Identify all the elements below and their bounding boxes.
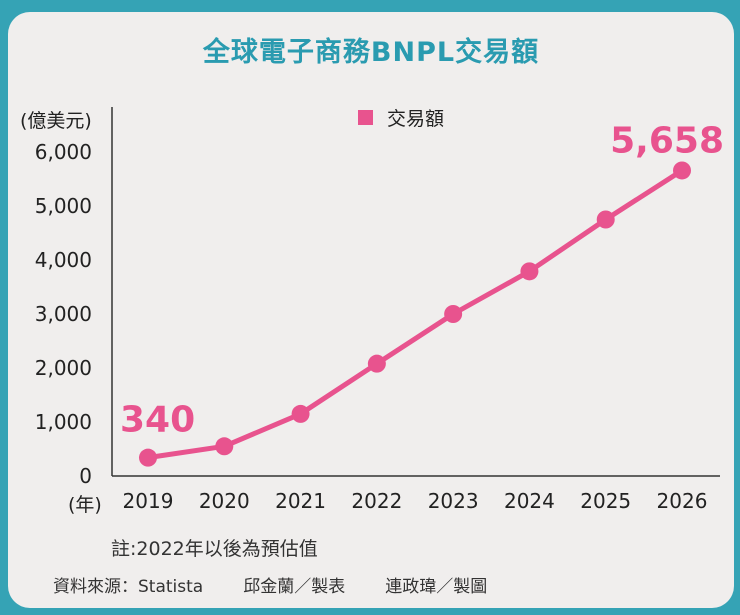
y-tick-label: 4,000	[35, 248, 92, 272]
y-ticks: 0 1,000 2,000 3,000 4,000 5,000 6,000	[35, 140, 92, 488]
y-tick-label: 0	[79, 464, 92, 488]
data-point	[444, 305, 463, 323]
x-tick-label: 2023	[428, 489, 479, 513]
x-ticks: 2019 2020 2021 2022 2023 2024 2025 2026	[123, 489, 708, 513]
legend-swatch	[358, 110, 373, 125]
data-label: 5,658	[610, 120, 724, 161]
annotations: 340 5,658	[120, 120, 724, 440]
data-label: 340	[120, 400, 195, 441]
data-point	[673, 161, 691, 180]
legend-label: 交易額	[387, 108, 445, 130]
forecast-note: 註:2022年以後為預估值	[111, 538, 318, 560]
x-tick-label: 2019	[123, 489, 174, 513]
y-tick-label: 3,000	[35, 302, 92, 326]
legend: 交易額	[358, 104, 444, 131]
y-tick-label: 5,000	[35, 194, 92, 218]
x-tick-label: 2025	[580, 489, 631, 513]
y-tick-label: 6,000	[35, 140, 92, 164]
chart-title: 全球電子商務BNPL交易額	[202, 37, 540, 68]
data-point	[215, 437, 234, 456]
x-axis-label: (年)	[68, 494, 102, 516]
x-tick-label: 2024	[504, 489, 555, 513]
data-point	[139, 448, 157, 467]
data-point	[291, 404, 310, 423]
source-text: 資料來源：Statista	[53, 577, 204, 597]
x-tick-label: 2020	[199, 489, 250, 513]
y-axis-label: (億美元)	[20, 110, 92, 132]
credit-chart: 連政瑋／製圖	[385, 577, 488, 597]
chart-card: 全球電子商務BNPL交易額 0 1,000 2,000 3,000 4,000 5,000…	[8, 12, 734, 608]
x-tick-label: 2026	[657, 489, 708, 513]
axes	[111, 107, 720, 477]
credit-table: 邱金蘭／製表	[243, 577, 346, 597]
series-line	[145, 167, 685, 461]
data-point	[596, 210, 615, 229]
x-tick-label: 2022	[351, 489, 402, 513]
data-point	[367, 354, 386, 373]
y-tick-label: 1,000	[35, 410, 92, 434]
source-line: 資料來源：Statista 邱金蘭／製表 連政瑋／製圖	[53, 572, 487, 597]
data-point	[520, 262, 539, 281]
series-layer	[139, 161, 691, 467]
line-chart: 0 1,000 2,000 3,000 4,000 5,000 6,000 2019 2020…	[35, 107, 724, 513]
x-tick-label: 2021	[275, 489, 326, 513]
y-tick-label: 2,000	[35, 356, 92, 380]
